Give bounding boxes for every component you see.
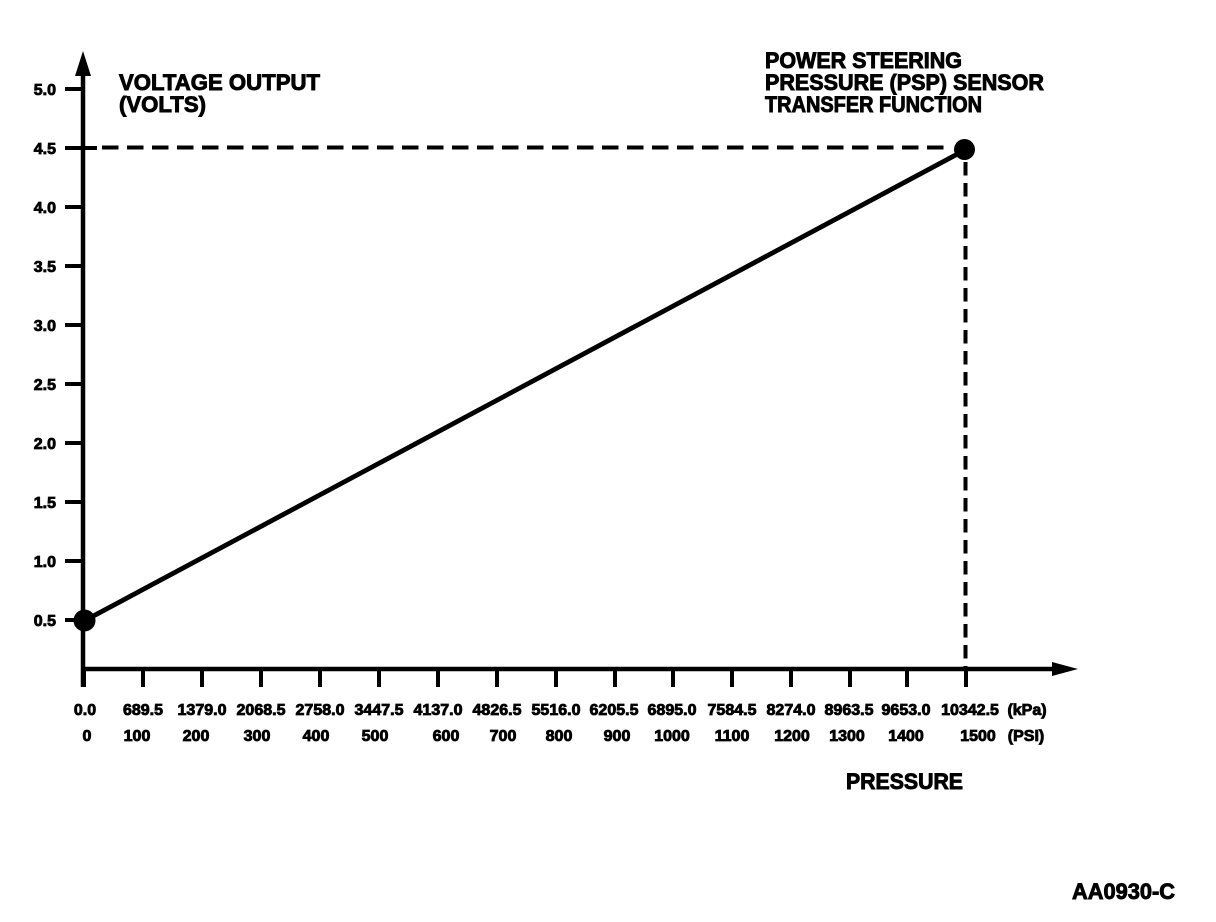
svg-text:300: 300 (244, 728, 271, 745)
svg-text:1400: 1400 (888, 728, 924, 745)
svg-text:8274.0: 8274.0 (767, 702, 816, 719)
svg-text:TRANSFER FUNCTION: TRANSFER FUNCTION (765, 92, 982, 117)
svg-text:PRESSURE (PSP) SENSOR: PRESSURE (PSP) SENSOR (765, 70, 1044, 95)
svg-text:900: 900 (604, 728, 631, 745)
svg-text:600: 600 (433, 728, 460, 745)
svg-text:1.5: 1.5 (34, 495, 56, 512)
svg-text:3.5: 3.5 (34, 259, 56, 276)
svg-text:(kPa): (kPa) (1007, 702, 1046, 719)
svg-text:2068.5: 2068.5 (237, 702, 286, 719)
svg-text:1379.0: 1379.0 (178, 702, 227, 719)
svg-text:3447.5: 3447.5 (355, 702, 404, 719)
svg-text:VOLTAGE OUTPUT: VOLTAGE OUTPUT (119, 70, 321, 95)
svg-text:1100: 1100 (715, 728, 750, 745)
svg-text:POWER STEERING: POWER STEERING (765, 48, 962, 73)
svg-text:5516.0: 5516.0 (532, 702, 581, 719)
svg-text:9653.0: 9653.0 (882, 702, 931, 719)
svg-text:AA0930-C: AA0930-C (1072, 879, 1175, 904)
svg-text:800: 800 (546, 728, 573, 745)
svg-text:0.5: 0.5 (34, 613, 56, 630)
svg-text:689.5: 689.5 (123, 702, 163, 719)
svg-text:200: 200 (183, 728, 210, 745)
svg-text:8963.5: 8963.5 (825, 702, 874, 719)
svg-text:PRESSURE: PRESSURE (846, 769, 963, 794)
svg-text:(PSI): (PSI) (1008, 728, 1044, 745)
svg-text:1300: 1300 (829, 728, 865, 745)
svg-text:2.0: 2.0 (34, 436, 56, 453)
svg-text:100: 100 (124, 728, 151, 745)
svg-text:6205.5: 6205.5 (590, 702, 639, 719)
svg-text:2758.0: 2758.0 (296, 702, 345, 719)
svg-text:400: 400 (303, 728, 330, 745)
svg-text:4137.0: 4137.0 (414, 702, 463, 719)
svg-text:1200: 1200 (774, 728, 810, 745)
svg-text:0: 0 (83, 728, 92, 745)
svg-text:5.0: 5.0 (34, 82, 56, 99)
svg-text:0.0: 0.0 (74, 702, 96, 719)
svg-text:500: 500 (362, 728, 389, 745)
svg-text:2.5: 2.5 (34, 377, 56, 394)
svg-text:4826.5: 4826.5 (473, 702, 522, 719)
svg-text:4.0: 4.0 (34, 200, 56, 217)
svg-text:4.5: 4.5 (34, 141, 56, 158)
svg-text:700: 700 (490, 728, 517, 745)
svg-text:1500: 1500 (960, 728, 996, 745)
svg-text:7584.5: 7584.5 (708, 702, 757, 719)
svg-text:10342.5: 10342.5 (941, 702, 999, 719)
svg-text:1.0: 1.0 (34, 554, 56, 571)
svg-text:6895.0: 6895.0 (648, 702, 697, 719)
svg-text:3.0: 3.0 (34, 318, 56, 335)
svg-text:(VOLTS): (VOLTS) (119, 92, 206, 117)
svg-text:1000: 1000 (654, 728, 690, 745)
